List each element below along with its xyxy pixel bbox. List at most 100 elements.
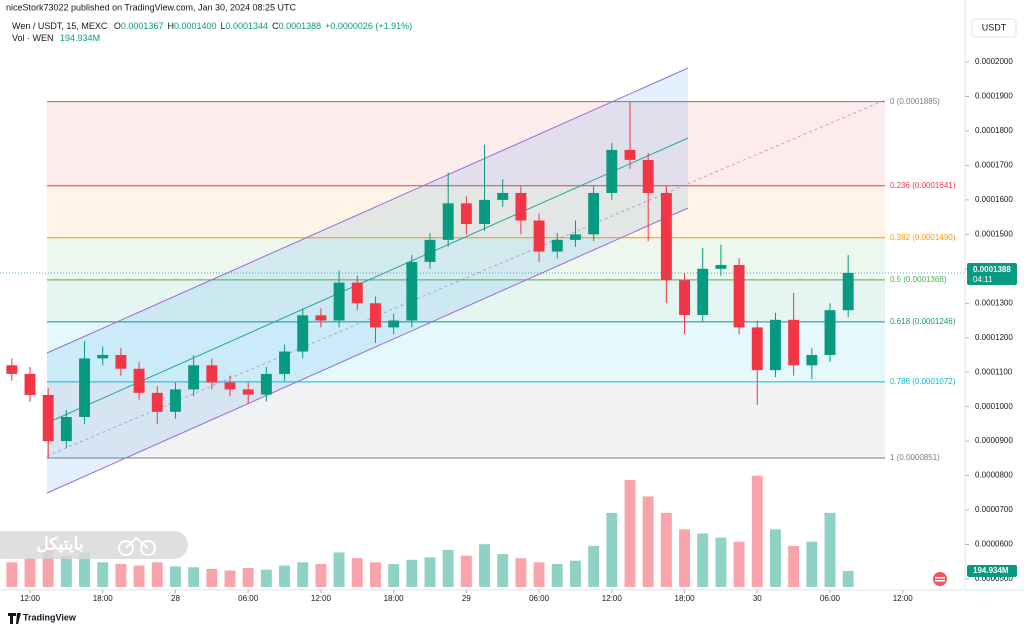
logo-frame (125, 536, 149, 549)
fib-band (47, 279, 885, 322)
candle-body (824, 310, 836, 355)
candle-body (370, 303, 381, 328)
y-tick-label: 0.0001600 (975, 195, 1013, 204)
x-tick-label: 30 (753, 594, 762, 603)
volume-bar (370, 562, 381, 587)
candle-body (842, 272, 854, 311)
volume-bar (206, 568, 218, 587)
candle-body (697, 268, 709, 315)
channel-lower (46, 207, 689, 494)
volume-bar (642, 496, 654, 587)
change: +0.0000026 (+1.91%) (325, 21, 412, 31)
countdown: 04:11 (973, 275, 993, 284)
watermark-text: بایتیکل (36, 534, 83, 553)
candle-body (115, 354, 127, 369)
volume-bar (806, 541, 818, 587)
y-tick-label: 0.0002000 (975, 57, 1013, 66)
candle-body (624, 149, 636, 160)
candle-body (770, 319, 781, 371)
candle-body (515, 192, 527, 221)
candle-body (315, 315, 327, 321)
volume-bar (242, 568, 254, 587)
x-tick-label: 12:00 (20, 594, 41, 603)
fib-label: 0.236 (0.0001641) (890, 181, 956, 190)
candle-body (351, 282, 363, 304)
volume-pane (6, 475, 854, 587)
event-icon-stripe (935, 577, 945, 579)
footer: TradingView (8, 612, 77, 624)
candle-body (406, 261, 418, 321)
candle-body (533, 220, 545, 252)
candle-body (479, 199, 490, 225)
candle-body (588, 192, 600, 235)
candle-body (424, 239, 436, 262)
volume-bar (406, 559, 418, 587)
volume-bar (224, 570, 236, 587)
candle-body (297, 315, 309, 352)
volume-bar (715, 537, 727, 587)
header: niceStork73022 published on TradingView.… (6, 2, 412, 43)
y-tick-label: 0.0001900 (975, 92, 1013, 101)
candle-body (442, 203, 454, 240)
x-tick-label: 18:00 (675, 594, 696, 603)
fib-band (47, 101, 885, 186)
volume-bar (60, 555, 72, 587)
tv-logo (8, 613, 21, 624)
logo-wheel (140, 540, 156, 556)
y-tick-label: 0.0001700 (975, 161, 1013, 170)
ohlc-value: 0.0001400 (174, 21, 217, 31)
fib-label: 0.786 (0.0001072) (890, 377, 956, 386)
price-axis: USDT (971, 18, 1017, 38)
candle-body (6, 365, 18, 374)
volume-bar (279, 565, 290, 587)
volume-bar (424, 557, 436, 587)
candle-body (806, 354, 818, 366)
volume-bar (315, 563, 327, 587)
y-tick-label: 0.0000900 (975, 436, 1013, 445)
volume-bar (751, 475, 763, 587)
flag-icon (933, 572, 947, 586)
x-tick-label: 06:00 (820, 594, 841, 603)
x-tick-label: 29 (462, 594, 471, 603)
volume-bar (260, 569, 272, 587)
volume-bar (297, 562, 309, 587)
x-tick-label: 12:00 (311, 594, 332, 603)
volume-bar (497, 554, 509, 587)
candle-body (333, 282, 345, 321)
volume-bar (151, 562, 163, 587)
volume-bar (460, 555, 472, 587)
fib-label: 0.5 (0.0001368) (890, 275, 947, 284)
candle-body (42, 394, 54, 442)
y-tick-label: 0.0001000 (975, 402, 1013, 411)
candle-body (388, 320, 400, 328)
candles (6, 101, 854, 459)
currency-box (971, 18, 1017, 38)
volume-bar (770, 529, 781, 587)
published: niceStork73022 published on TradingView.… (6, 2, 297, 12)
ohlc-value: 0.0001367 (121, 21, 164, 31)
candle-body (79, 358, 90, 417)
ohlc-label: O (114, 21, 121, 31)
volume-bar (679, 529, 690, 587)
volume-bar (824, 512, 836, 587)
candle-body (24, 373, 36, 395)
last-volume-label: 194.934M (973, 566, 1009, 575)
fib-band (47, 321, 885, 382)
parallel-channel (46, 67, 886, 494)
x-tick-label: 12:00 (602, 594, 623, 603)
event-icon (933, 572, 947, 586)
x-tick-label: 28 (171, 594, 180, 603)
event-icon-stripe (935, 580, 945, 582)
y-tick-label: 0.0001100 (975, 367, 1013, 376)
volume-bar (660, 512, 672, 587)
currency: USDT (982, 22, 1007, 32)
candle-body (279, 351, 290, 374)
x-tick-label: 06:00 (238, 594, 259, 603)
candle-body (224, 382, 236, 390)
candle-body (788, 319, 800, 366)
candle-body (133, 368, 145, 393)
volume-bar (333, 552, 345, 587)
candle-body (460, 203, 472, 225)
fib-label: 1 (0.0000851) (890, 453, 940, 462)
candle-body (206, 365, 218, 383)
